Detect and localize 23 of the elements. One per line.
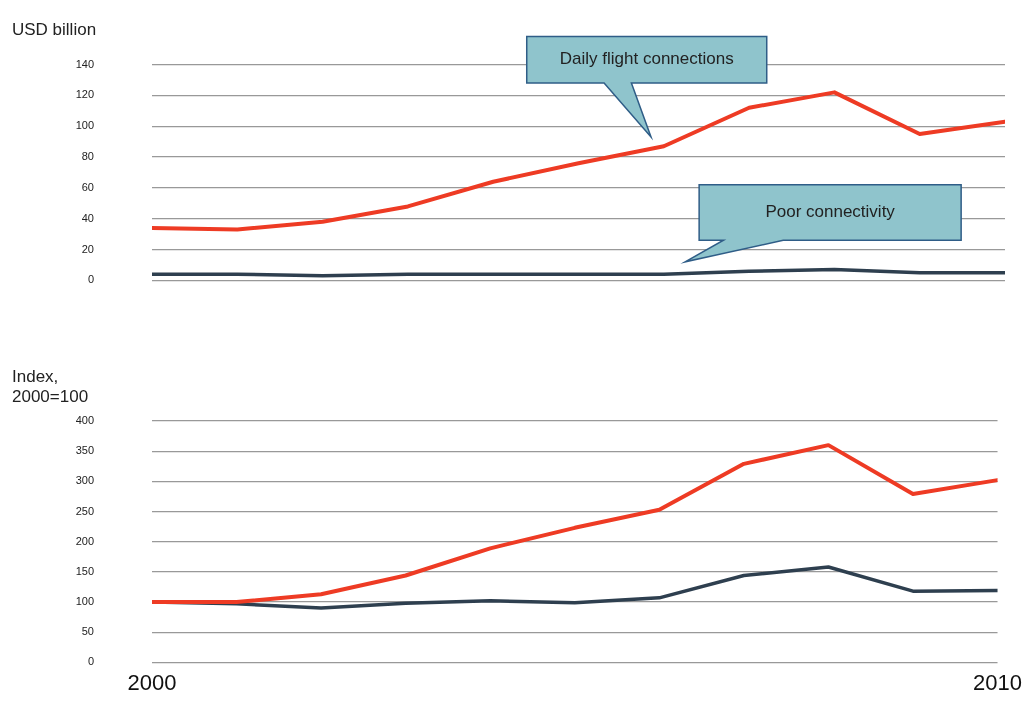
y-tick-label: 50: [81, 625, 94, 638]
y-tick-label: 250: [75, 504, 94, 517]
y-tick-label: 400: [75, 414, 94, 427]
text: Daily flight connections: [559, 49, 734, 69]
y-tick-label: 350: [75, 444, 94, 457]
y-tick-label: 100: [75, 119, 94, 132]
y-tick-label: 120: [75, 88, 94, 101]
y-tick-label: 300: [75, 474, 94, 487]
text: Poor connectivity: [765, 202, 896, 222]
y-tick-label: 140: [75, 57, 94, 70]
y-tick-label: 40: [81, 211, 94, 224]
x-tick-label: 2000: [127, 669, 177, 695]
y-axis-title: USD billion: [12, 20, 98, 40]
y-axis-title: Index, 2000=100: [12, 367, 90, 407]
y-tick-label: 80: [81, 150, 94, 163]
x-tick-label: 2010: [973, 669, 1023, 695]
y-tick-label: 60: [81, 180, 94, 193]
y-tick-label: 100: [75, 595, 94, 608]
y-tick-label: 200: [75, 534, 94, 547]
y-tick-label: 0: [87, 655, 94, 668]
y-tick-label: 20: [81, 242, 94, 255]
y-tick-label: 150: [75, 564, 94, 577]
y-tick-label: 0: [87, 273, 94, 286]
